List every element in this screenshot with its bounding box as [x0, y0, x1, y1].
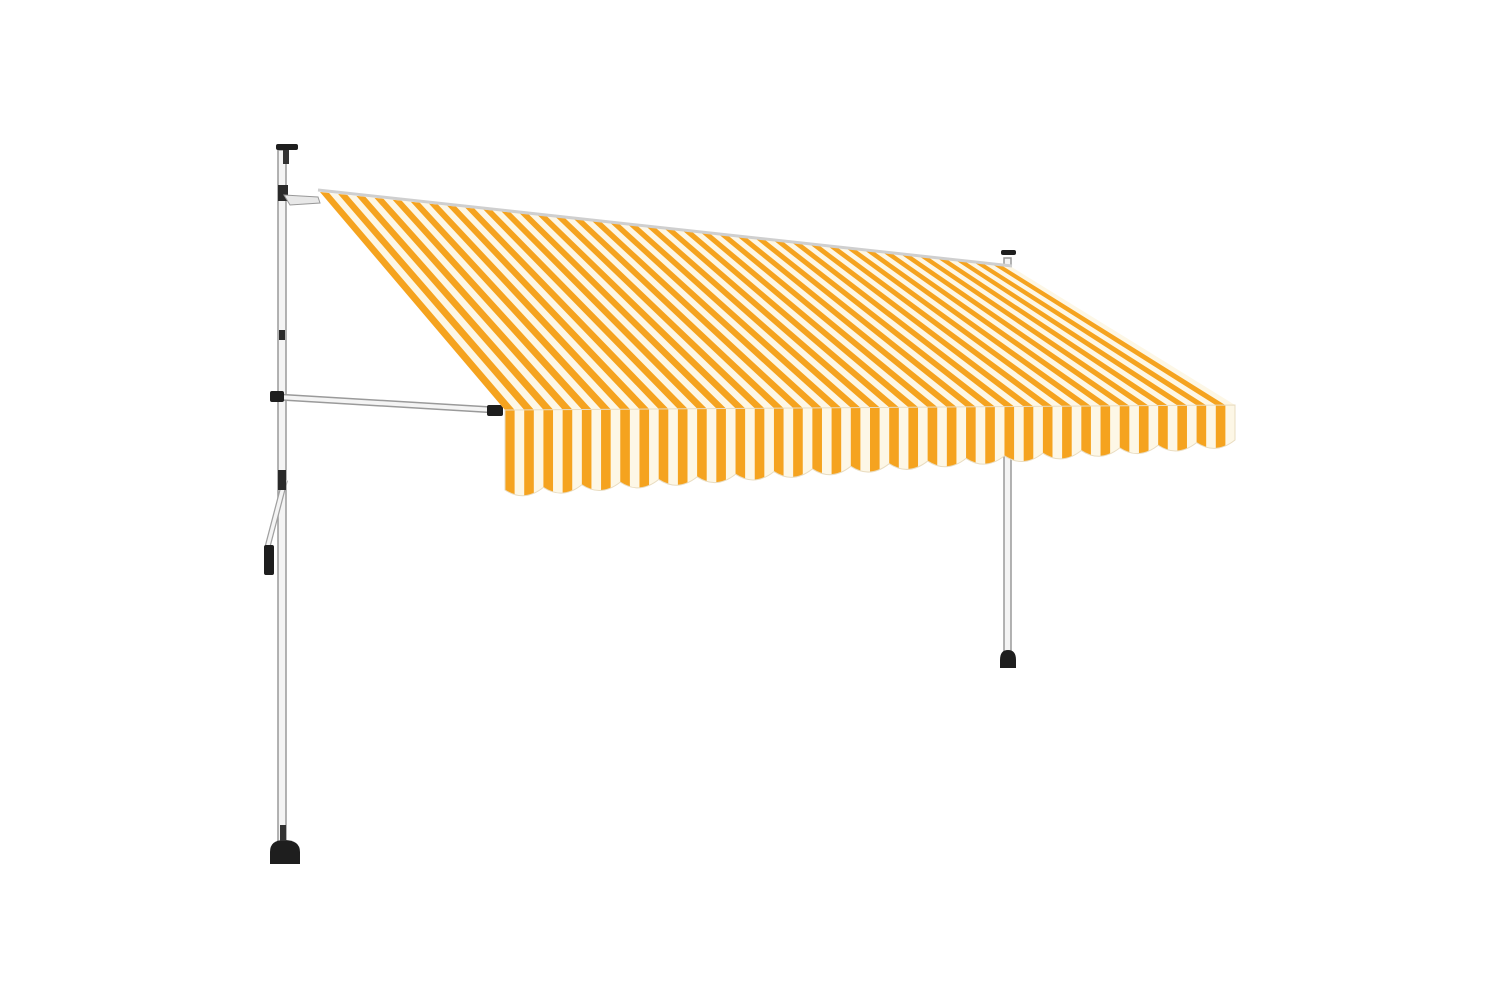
- valance-stripe: [716, 406, 726, 496]
- valance-stripe: [850, 405, 861, 487]
- canopy-stripe: [501, 211, 707, 409]
- left-pole: [264, 144, 321, 864]
- valance-stripe: [601, 407, 611, 496]
- canopy-base: [320, 192, 1235, 410]
- canopy-stripe: [338, 193, 534, 410]
- canopy-stripe: [628, 225, 842, 408]
- valance-stripe: [889, 405, 899, 484]
- canopy-stripe: [773, 240, 995, 407]
- valance-stripe: [677, 406, 688, 496]
- canopy-stripe: [537, 215, 746, 409]
- canopy-stripe: [610, 223, 822, 408]
- canopy-stripe: [937, 258, 1168, 406]
- canopy-stripe: [991, 264, 1226, 406]
- valance-stripe: [908, 405, 919, 483]
- canopy-stripe: [737, 236, 957, 407]
- canopy-stripe: [755, 238, 976, 407]
- arm-end: [487, 405, 503, 416]
- canopy-stripe: [683, 230, 899, 408]
- canopy-stripe: [973, 262, 1207, 406]
- valance-stripe: [754, 406, 765, 493]
- canopy-stripe: [665, 229, 880, 408]
- canopy-stripe: [846, 248, 1072, 407]
- valance-stripe: [1138, 405, 1149, 467]
- canopy-stripe: [320, 192, 515, 410]
- valance-stripe: [1100, 405, 1111, 470]
- valance-stripe: [1177, 405, 1187, 464]
- handle: [264, 545, 274, 575]
- canopy-stripe: [901, 254, 1130, 406]
- valance-stripe: [773, 406, 784, 492]
- foot-stem: [280, 825, 286, 841]
- canopy-stripe: [701, 232, 919, 408]
- clamp: [279, 330, 285, 340]
- pole-cap-stem: [283, 150, 289, 164]
- bracket: [283, 194, 321, 206]
- valance-stripe: [620, 407, 630, 496]
- valance-stripe: [870, 405, 880, 485]
- canopy-stripe: [792, 242, 1015, 407]
- roller: [317, 188, 1013, 268]
- canopy-stripe: [556, 217, 765, 409]
- valance-stripe: [793, 405, 803, 491]
- pole-cap: [276, 144, 298, 150]
- valance-stripe: [831, 405, 842, 488]
- canopy-stripe: [864, 250, 1091, 407]
- valance-stripe: [543, 407, 554, 496]
- valance-stripe: [581, 407, 592, 496]
- valance-edge: [504, 404, 1236, 497]
- valance-stripe: [946, 405, 957, 480]
- valance-stripe: [639, 407, 650, 496]
- canopy-stripe: [955, 260, 1187, 406]
- valance-stripe: [1062, 405, 1072, 472]
- canopy-stripe: [592, 221, 803, 409]
- pole-cap: [1001, 250, 1016, 255]
- canopy-stripe: [483, 209, 688, 409]
- canopy-stripe: [919, 256, 1149, 406]
- valance-stripe: [812, 405, 822, 489]
- canopy-stripe: [428, 203, 630, 410]
- canopy-stripe: [810, 244, 1034, 407]
- pole-foot: [1000, 650, 1016, 668]
- canopy-stripe: [410, 201, 611, 410]
- valance-stripe: [697, 406, 707, 496]
- canopy-stripe: [356, 195, 554, 410]
- canopy-stripe: [465, 207, 669, 409]
- canopy-stripe: [828, 246, 1053, 407]
- valance-stripe: [562, 407, 573, 496]
- canopy-stripe: [646, 227, 861, 408]
- arm: [277, 395, 496, 412]
- canopy-stripe: [374, 197, 573, 410]
- canopy-stripe: [519, 213, 726, 409]
- canopy-stripe: [882, 252, 1111, 406]
- clamp: [278, 470, 286, 490]
- canopy: [320, 192, 1235, 410]
- canopy-stripe: [392, 199, 592, 410]
- canopy-stripe: [719, 234, 938, 408]
- clamp: [278, 185, 288, 201]
- valance-stripe: [735, 406, 746, 495]
- valance-stripe: [505, 407, 515, 496]
- valance-stripe: [985, 405, 995, 478]
- valance-stripe: [524, 407, 534, 496]
- canopy-stripe: [574, 219, 784, 409]
- valance-stripe: [658, 406, 669, 496]
- canopy-stripe: [447, 205, 650, 410]
- arm-joint: [270, 391, 284, 402]
- valance-stripe: [1023, 405, 1034, 475]
- support-arm: [270, 391, 503, 416]
- pole-foot: [270, 840, 300, 864]
